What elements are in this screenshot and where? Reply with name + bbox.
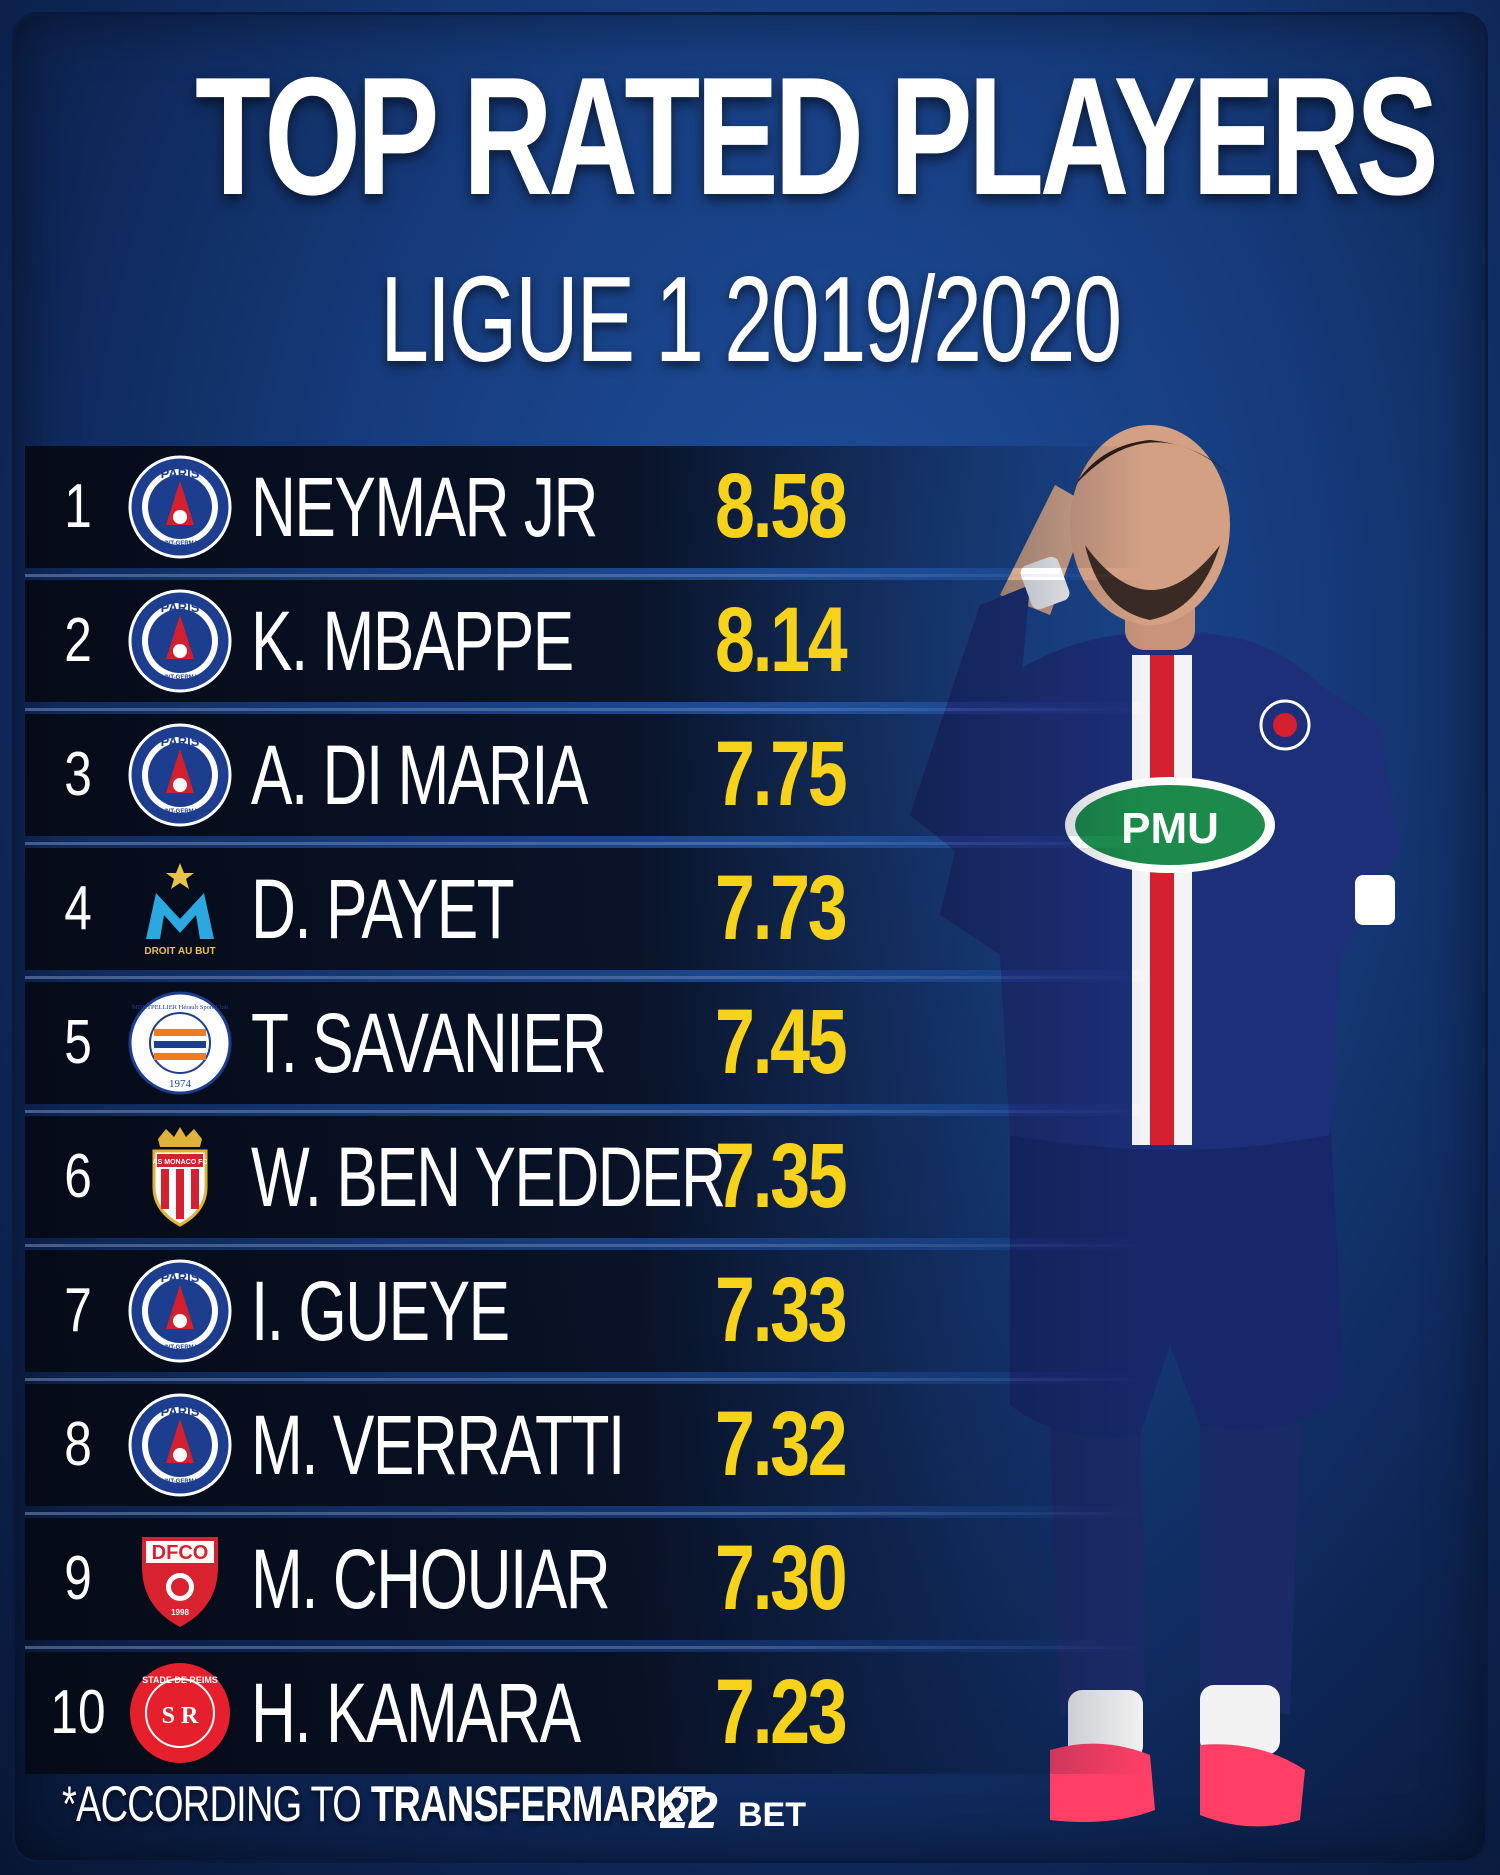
player-name: NEYMAR JR xyxy=(251,460,598,554)
row-divider xyxy=(25,1512,1145,1515)
player-name: D. PAYET xyxy=(251,862,515,956)
brand-text: BET xyxy=(738,1796,806,1834)
page-subtitle: LIGUE 1 2019/2020 xyxy=(380,251,1122,387)
svg-text:MONTPELLIER Hérault Sport Club: MONTPELLIER Hérault Sport Club xyxy=(132,1004,228,1011)
player-name: H. KAMARA xyxy=(251,1666,581,1760)
svg-text:PARIS: PARIS xyxy=(161,1270,200,1285)
player-rating: 7.73 xyxy=(715,857,848,959)
svg-text:PARIS: PARIS xyxy=(161,734,200,749)
player-rating: 7.33 xyxy=(715,1259,848,1361)
montpellier-crest-icon: MONTPELLIER Hérault Sport Club 1974 xyxy=(128,991,232,1095)
svg-text:1974: 1974 xyxy=(169,1078,192,1090)
svg-text:PARIS: PARIS xyxy=(161,466,200,481)
page-title: TOP RATED PLAYERS xyxy=(195,42,1439,230)
row-divider xyxy=(25,574,1145,577)
row-divider xyxy=(25,708,1145,711)
rank-number: 8 xyxy=(64,1410,92,1479)
player-rating: 7.32 xyxy=(715,1393,848,1495)
player-name: I. GUEYE xyxy=(251,1264,510,1358)
svg-text:SAINT-GERMAIN: SAINT-GERMAIN xyxy=(156,809,204,815)
svg-text:SAINT-GERMAIN: SAINT-GERMAIN xyxy=(156,675,204,681)
psg-crest-icon: PARIS SAINT-GERMAIN xyxy=(128,1393,232,1497)
table-row: 3 PARIS SAINT-GERMAIN A. DI MARIA 7.75 xyxy=(25,714,1145,836)
rank-number: 4 xyxy=(64,874,92,943)
svg-text:SAINT-GERMAIN: SAINT-GERMAIN xyxy=(156,541,204,547)
table-row: 7 PARIS SAINT-GERMAIN I. GUEYE 7.33 xyxy=(25,1250,1145,1372)
table-row: 5 MONTPELLIER Hérault Sport Club 1974 T. … xyxy=(25,982,1145,1104)
psg-crest-icon: PARIS SAINT-GERMAIN xyxy=(128,723,232,827)
player-name: W. BEN YEDDER xyxy=(251,1130,726,1224)
rank-number: 6 xyxy=(64,1142,92,1211)
svg-text:1998: 1998 xyxy=(171,1608,189,1617)
brand-number: 22 xyxy=(660,1782,718,1840)
svg-text:S R: S R xyxy=(162,1703,199,1729)
table-row: 2 PARIS SAINT-GERMAIN K. MBAPPE 8.14 xyxy=(25,580,1145,702)
player-name: T. SAVANIER xyxy=(251,996,607,1090)
svg-text:STADE DE REIMS: STADE DE REIMS xyxy=(142,1675,218,1685)
svg-text:PARIS: PARIS xyxy=(161,1404,200,1419)
player-rating: 7.23 xyxy=(715,1661,848,1763)
svg-text:DFCO: DFCO xyxy=(152,1542,209,1564)
dijon-crest-icon: DFCO 1998 xyxy=(128,1527,232,1631)
table-row: 8 PARIS SAINT-GERMAIN M. VERRATTI 7.32 xyxy=(25,1384,1145,1506)
rank-number: 1 xyxy=(64,472,92,541)
player-rating: 8.58 xyxy=(715,455,848,557)
table-row: 4 DROIT AU BUT D. PAYET 7.73 xyxy=(25,848,1145,970)
svg-text:SAINT-GERMAIN: SAINT-GERMAIN xyxy=(156,1479,204,1485)
brand-logo: 22 BET xyxy=(660,1778,860,1842)
svg-text:SAINT-GERMAIN: SAINT-GERMAIN xyxy=(156,1345,204,1351)
monaco-crest-icon: AS MONACO FC xyxy=(128,1125,232,1229)
row-divider xyxy=(25,842,1145,845)
reims-crest-icon: STADE DE REIMS S R xyxy=(128,1661,232,1765)
psg-crest-icon: PARIS SAINT-GERMAIN xyxy=(128,1259,232,1363)
psg-crest-icon: PARIS SAINT-GERMAIN xyxy=(128,455,232,559)
player-name: K. MBAPPE xyxy=(251,594,574,688)
table-row: 9 DFCO 1998 M. CHOUIAR 7.30 xyxy=(25,1518,1145,1640)
svg-text:AS MONACO FC: AS MONACO FC xyxy=(153,1159,208,1166)
source-footnote: *ACCORDING TO TRANSFERMARKT xyxy=(62,1776,706,1832)
row-divider xyxy=(25,1244,1145,1247)
rank-number: 2 xyxy=(64,606,92,675)
row-divider xyxy=(25,1110,1145,1113)
table-row: 10 STADE DE REIMS S R H. KAMARA 7.23 xyxy=(25,1652,1145,1774)
rank-number: 7 xyxy=(64,1276,92,1345)
player-rating: 7.35 xyxy=(715,1125,848,1227)
player-name: M. CHOUIAR xyxy=(251,1532,611,1626)
player-name: M. VERRATTI xyxy=(251,1398,625,1492)
player-rating: 8.14 xyxy=(715,589,848,691)
table-row: 1 PARIS SAINT-GERMAIN NEYMAR JR 8.58 xyxy=(25,446,1145,568)
svg-text:DROIT AU BUT: DROIT AU BUT xyxy=(144,946,215,957)
row-divider xyxy=(25,1378,1145,1381)
rank-number: 5 xyxy=(64,1008,92,1077)
table-row: 6 AS MONACO FC W. BEN YEDDER 7.35 xyxy=(25,1116,1145,1238)
player-rating: 7.45 xyxy=(715,991,848,1093)
player-rating: 7.30 xyxy=(715,1527,848,1629)
footnote-prefix: *ACCORDING TO xyxy=(62,1776,371,1832)
svg-text:PARIS: PARIS xyxy=(161,600,200,615)
footnote-source: TRANSFERMARKT xyxy=(370,1776,706,1832)
rank-number: 3 xyxy=(64,740,92,809)
player-name: A. DI MARIA xyxy=(251,728,588,822)
player-rating: 7.75 xyxy=(715,723,848,825)
marseille-crest-icon: DROIT AU BUT xyxy=(128,857,232,961)
ranking-table: 1 PARIS SAINT-GERMAIN NEYMAR JR 8.58 2 PA… xyxy=(25,446,1145,1774)
rank-number: 9 xyxy=(64,1544,92,1613)
row-divider xyxy=(25,976,1145,979)
rank-number: 10 xyxy=(50,1678,106,1747)
psg-crest-icon: PARIS SAINT-GERMAIN xyxy=(128,589,232,693)
row-divider xyxy=(25,1646,1145,1649)
